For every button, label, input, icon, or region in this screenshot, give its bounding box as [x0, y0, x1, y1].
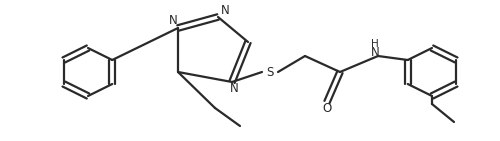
- Text: S: S: [266, 66, 274, 79]
- Text: N: N: [230, 81, 238, 94]
- Text: N: N: [168, 15, 177, 27]
- Text: O: O: [322, 102, 332, 114]
- Text: N: N: [370, 46, 380, 59]
- Text: N: N: [220, 5, 230, 17]
- Text: H: H: [371, 39, 379, 49]
